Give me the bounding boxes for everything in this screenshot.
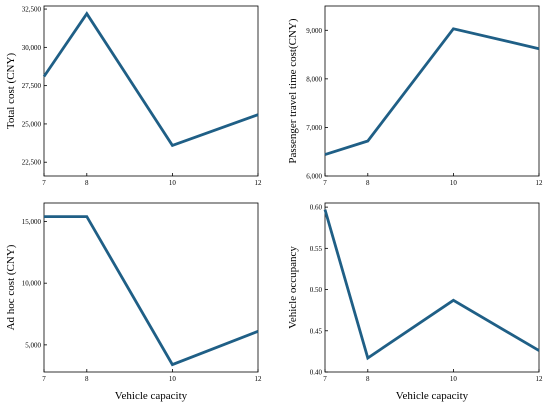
panel-total-cost: 22,500 25,000 27,500 30,000 32,500 7 8 10 12 Tota… <box>5 6 262 187</box>
x-tick-label: 8 <box>85 375 89 383</box>
x-tick-label: 7 <box>42 375 46 383</box>
plot-frame <box>43 5 259 177</box>
series-line <box>323 209 540 361</box>
x-tick-label: 7 <box>42 179 46 187</box>
y-tick-label: 25,000 <box>22 120 42 128</box>
series-line <box>324 27 540 156</box>
y-axis-label: Ad hoc cost (CNY) <box>5 244 17 330</box>
panel-vehicle-occupancy: 0.40 0.45 0.50 0.55 0.60 7 8 10 12 Vehicle occupa… <box>287 202 544 402</box>
y-axis-label: Total cost (CNY) <box>5 53 17 130</box>
y-tick-label: 32,500 <box>22 6 42 14</box>
y-tick-label: 15,000 <box>22 218 42 226</box>
x-tick-label: 8 <box>366 375 370 383</box>
x-tick-label: 8 <box>366 179 370 187</box>
series-line <box>42 11 259 148</box>
plot-frame <box>43 202 259 373</box>
x-tick-label: 10 <box>169 179 177 187</box>
x-tick-label: 10 <box>450 179 458 187</box>
y-tick-label: 9,000 <box>306 27 322 35</box>
y-tick-label: 0.60 <box>310 204 323 212</box>
x-tick-label: 10 <box>450 375 458 383</box>
x-tick-label: 7 <box>323 179 327 187</box>
y-tick-label: 0.50 <box>310 286 323 294</box>
panel-ad-hoc-cost: 5,000 10,000 15,000 7 8 10 12 Ad hoc cost (CNY)… <box>5 202 263 402</box>
y-tick-label: 5,000 <box>25 341 41 349</box>
x-tick-label: 12 <box>255 179 263 187</box>
y-tick-label: 0.55 <box>310 245 323 253</box>
x-tick-label: 12 <box>255 375 263 383</box>
y-axis-label: Vehicle occupancy <box>287 246 299 329</box>
y-axis-label: Passenger travel time cost(CNY) <box>287 18 299 163</box>
x-tick-label: 7 <box>323 375 327 383</box>
x-tick-label: 12 <box>536 375 544 383</box>
x-tick-label: 10 <box>169 375 177 383</box>
y-tick-label: 6,000 <box>306 173 322 181</box>
y-tick-label: 8,000 <box>306 75 322 83</box>
y-tick-label: 30,000 <box>22 44 42 52</box>
y-tick-label: 0.40 <box>310 369 323 377</box>
plot-frame <box>324 5 540 177</box>
y-tick-label: 7,000 <box>306 124 322 132</box>
series-line <box>44 215 259 367</box>
y-tick-label: 0.45 <box>310 327 323 335</box>
y-tick-label: 22,500 <box>22 159 42 167</box>
x-axis-label: Vehicle capacity <box>396 390 469 402</box>
x-axis-label: Vehicle capacity <box>115 390 188 402</box>
x-tick-label: 12 <box>536 179 544 187</box>
plot-frame <box>324 202 540 373</box>
x-tick-label: 8 <box>85 179 89 187</box>
y-tick-label: 27,500 <box>22 82 42 90</box>
panel-passenger-travel-time-cost: 6,000 7,000 8,000 9,000 7 8 10 12 Passenger trav… <box>287 5 544 187</box>
y-tick-label: 10,000 <box>22 280 42 288</box>
